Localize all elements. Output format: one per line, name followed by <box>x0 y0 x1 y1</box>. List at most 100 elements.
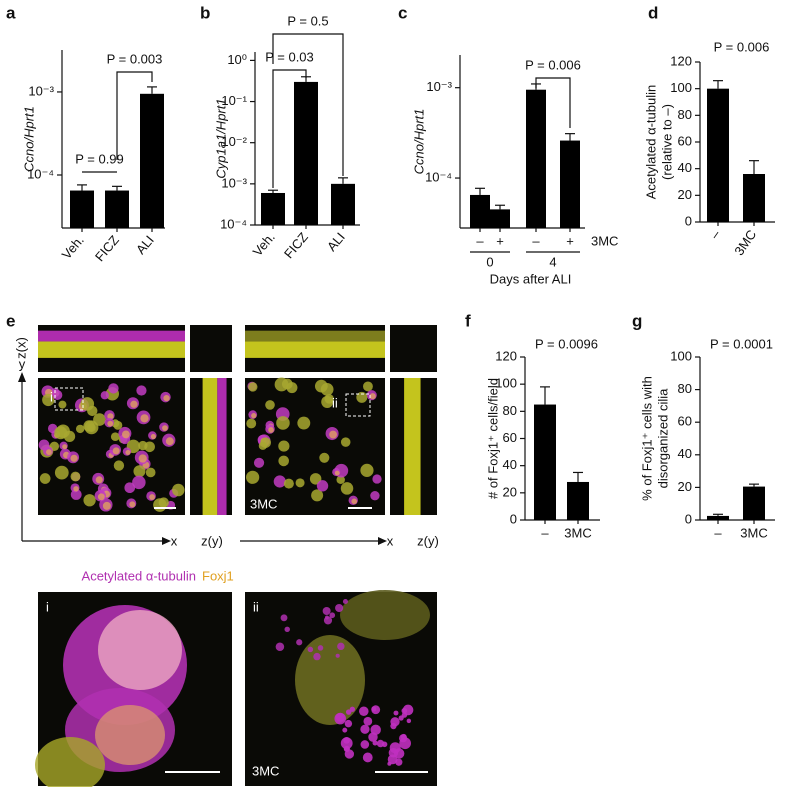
cell <box>274 377 289 392</box>
bar <box>534 404 556 520</box>
cell <box>324 394 334 404</box>
cell <box>38 439 50 451</box>
y-axis-label: disorganized cilia <box>655 388 670 488</box>
cell <box>260 437 271 448</box>
nucleus <box>130 400 138 408</box>
cilia <box>317 645 324 651</box>
cell <box>278 440 290 452</box>
cilia <box>334 712 347 725</box>
bar <box>490 209 510 228</box>
x-tick-label: Veh. <box>59 232 87 262</box>
panel-letter: d <box>648 3 658 22</box>
cilia <box>296 639 303 646</box>
cell <box>100 391 109 400</box>
cilia <box>342 727 348 733</box>
x-tick-label: – <box>714 525 722 540</box>
stain <box>38 330 185 342</box>
bracket <box>272 69 307 188</box>
y-tick-label: 60 <box>678 133 692 148</box>
p-value: P = 0.5 <box>287 13 328 28</box>
cell <box>246 418 257 429</box>
y-tick-label: 40 <box>678 446 692 461</box>
y-tick-label: 10⁰ <box>227 52 247 67</box>
axis-label: x <box>171 533 178 548</box>
y-tick-label: 20 <box>503 484 517 499</box>
stain <box>202 378 218 515</box>
cell <box>336 475 345 484</box>
x-tick-label: 3MC <box>731 227 759 258</box>
cilia <box>360 740 370 749</box>
y-tick-label: 80 <box>503 403 517 418</box>
cell <box>360 463 374 477</box>
y-tick-label: 120 <box>670 53 692 68</box>
nucleus <box>70 454 78 462</box>
x-tick-label: – <box>532 233 540 248</box>
cilia <box>349 706 356 712</box>
inset-label: ii <box>253 599 259 614</box>
y-tick-label: 100 <box>495 376 517 391</box>
stain <box>404 378 421 515</box>
p-value: P = 0.0001 <box>710 336 773 351</box>
cell <box>273 475 286 488</box>
y-tick-label: 60 <box>503 430 517 445</box>
cilia <box>280 614 288 622</box>
cilia <box>329 612 336 619</box>
bar <box>567 481 589 520</box>
x-tick-label: + <box>566 233 574 248</box>
axis-label: z(y) <box>417 533 439 548</box>
y-tick-label: 100 <box>670 348 692 363</box>
stain <box>245 330 385 342</box>
y-tick-label: 0 <box>510 511 517 526</box>
nucleus <box>369 393 376 400</box>
cilia <box>335 603 344 613</box>
cilia <box>340 737 353 750</box>
stain <box>38 341 185 358</box>
bar <box>331 183 355 225</box>
p-value: P = 0.006 <box>525 57 581 72</box>
x-tick-label: FICZ <box>281 229 311 261</box>
nucleus <box>149 494 155 500</box>
y-tick-label: 10⁻⁴ <box>27 166 54 181</box>
legend-entry: Acetylated α-tubulin <box>82 568 196 583</box>
bar <box>470 194 490 228</box>
bracket <box>535 77 571 128</box>
y-axis-label: Ccno/Hprt1 <box>21 106 36 172</box>
cell <box>297 416 311 430</box>
nucleus <box>107 420 114 427</box>
p-value: P = 0.0096 <box>535 336 598 351</box>
y-tick-label: 120 <box>495 348 517 363</box>
bar <box>526 89 546 228</box>
cilia <box>345 709 352 715</box>
treatment-label: 3MC <box>591 233 618 248</box>
cilia <box>388 747 399 758</box>
y-tick-label: 10⁻⁴ <box>425 169 452 184</box>
stain <box>35 737 105 787</box>
nucleus <box>150 433 156 440</box>
cilia <box>313 652 321 661</box>
cell <box>319 452 330 463</box>
cell <box>265 400 275 410</box>
cell <box>39 473 51 484</box>
cell <box>340 437 351 447</box>
cilia <box>284 626 290 633</box>
y-tick-label: 80 <box>678 107 692 122</box>
nucleus <box>140 414 149 423</box>
cell <box>136 385 147 396</box>
cell <box>54 465 69 480</box>
nucleus <box>351 498 358 505</box>
cell <box>276 416 290 430</box>
stain <box>98 610 182 690</box>
micrograph <box>190 325 232 372</box>
bar <box>743 174 765 222</box>
cell <box>158 497 169 508</box>
nucleus <box>107 413 114 420</box>
inset-label: ii <box>332 395 338 410</box>
cilia <box>362 752 373 763</box>
nucleus <box>112 447 120 455</box>
bar <box>707 88 729 223</box>
nucleus <box>165 437 174 446</box>
x-tick-label: Veh. <box>250 229 278 259</box>
arrowhead <box>378 537 387 545</box>
stain <box>340 590 430 640</box>
y-tick-label: 0 <box>685 213 692 228</box>
